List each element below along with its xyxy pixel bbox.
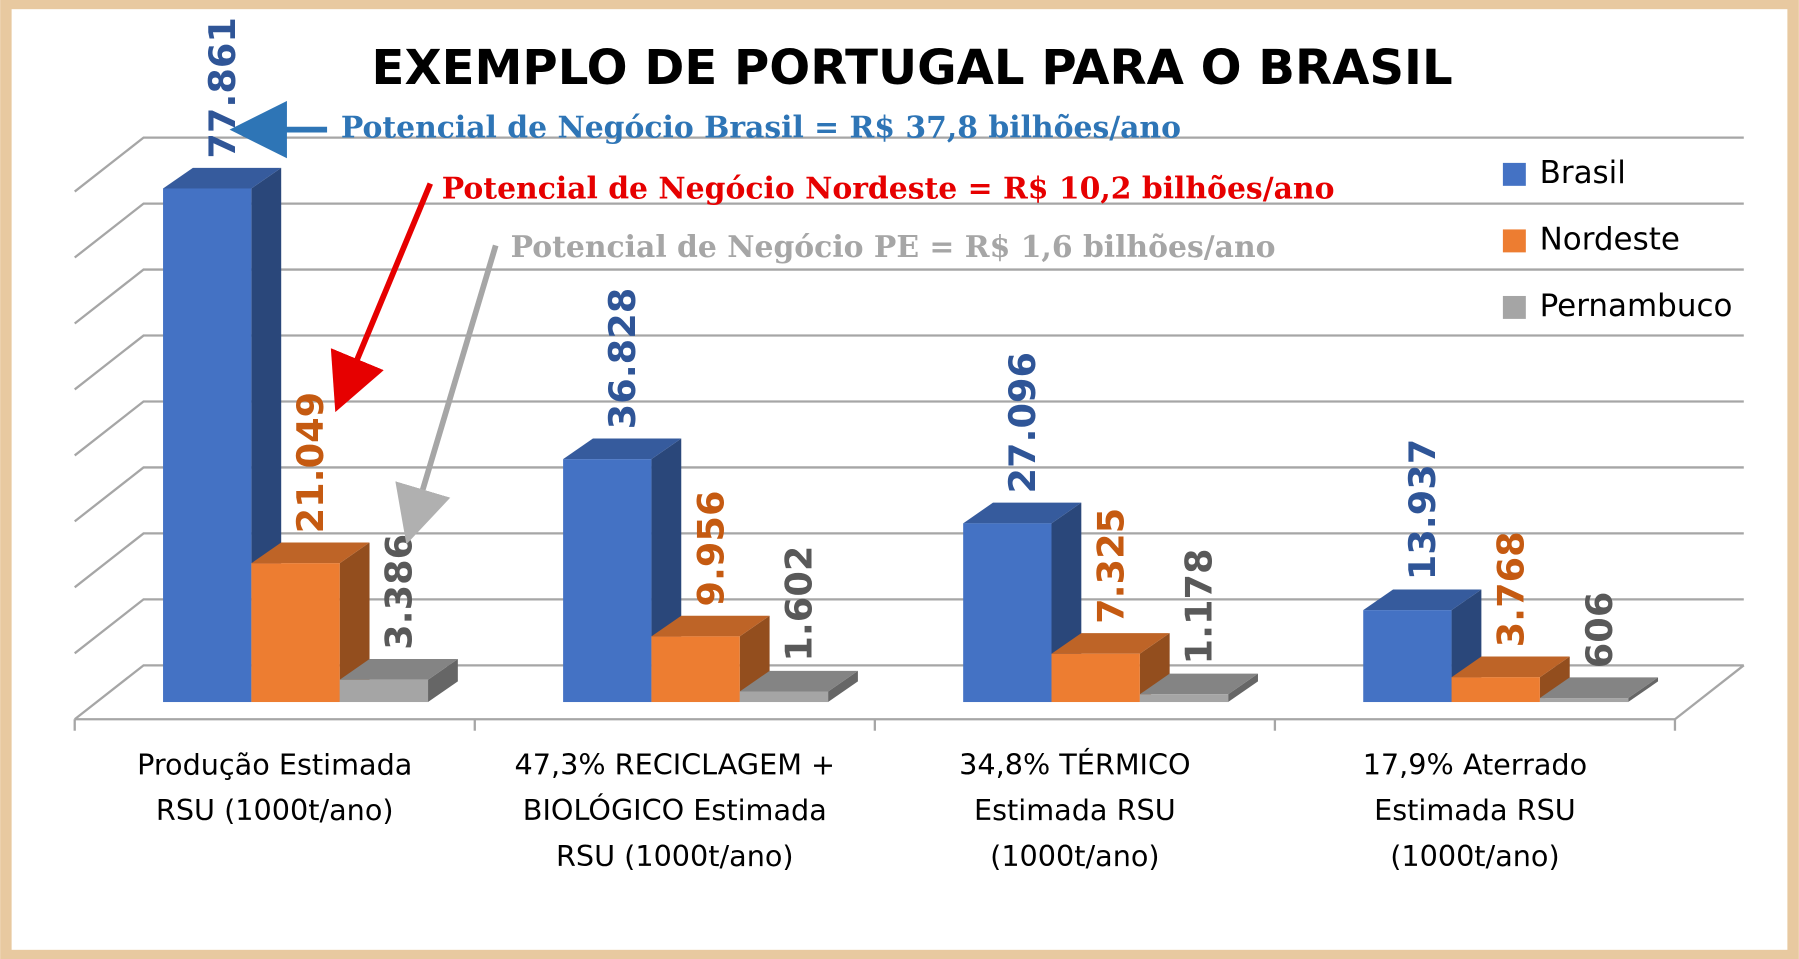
- data-label: 1.178: [1178, 548, 1221, 664]
- grid-line: [74, 202, 1744, 259]
- bar-top: [651, 615, 770, 637]
- bar-side: [428, 659, 458, 703]
- data-label: 7.325: [1089, 508, 1132, 624]
- bar-side: [828, 670, 858, 703]
- legend-label: Nordeste: [1540, 221, 1680, 257]
- bar: [339, 659, 458, 703]
- bar-side: [1539, 656, 1570, 703]
- legend-swatch: [1502, 162, 1526, 186]
- bar-top: [1139, 673, 1258, 695]
- legend-swatch: [1502, 229, 1526, 253]
- data-label: 9.956: [689, 491, 732, 607]
- bar-side: [1628, 677, 1659, 703]
- legend-swatch: [1502, 295, 1526, 319]
- bar-front: [163, 188, 252, 703]
- x-tick-label: Produção Estimada RSU (1000t/ano): [137, 747, 412, 827]
- bar-front: [1139, 694, 1229, 703]
- bar-top: [739, 670, 858, 692]
- bar: [1451, 656, 1570, 703]
- x-tick-label: 17,9% Aterrado Estimada RSU (1000t/ano): [1363, 747, 1587, 873]
- bar: [1539, 677, 1659, 703]
- bar-front: [963, 523, 1052, 703]
- annotation: Potencial de Negócio PE = R$ 1,6 bilhões…: [511, 230, 1276, 265]
- bar-top: [1539, 677, 1659, 699]
- chart-title: EXEMPLO DE PORTUGAL PARA O BRASIL: [372, 40, 1453, 96]
- bar-top: [563, 438, 682, 460]
- bar-top: [251, 542, 370, 564]
- data-label: 3.768: [1489, 531, 1532, 647]
- annotation-arrow: [330, 182, 433, 413]
- data-label: 3.386: [378, 534, 421, 650]
- bar-front: [251, 563, 340, 703]
- grid-line: [74, 334, 1744, 391]
- annotation: Potencial de Negócio Nordeste = R$ 10,2 …: [442, 171, 1335, 206]
- legend-label: Brasil: [1540, 155, 1626, 191]
- grid-line: [74, 136, 1744, 193]
- data-label: 606: [1578, 592, 1621, 669]
- bar-top: [963, 502, 1082, 524]
- bar-side: [1228, 673, 1258, 703]
- grid-line: [74, 268, 1744, 325]
- bar-front: [1451, 677, 1540, 703]
- grid-line: [74, 532, 1744, 589]
- bar-top: [339, 659, 458, 680]
- bar-top: [1363, 589, 1482, 611]
- bar-front: [1051, 653, 1140, 703]
- legend-label: Pernambuco: [1540, 288, 1733, 324]
- bar-front: [651, 636, 740, 703]
- bar-front: [1363, 610, 1452, 703]
- data-label: 27.096: [1001, 352, 1044, 494]
- bar-front: [739, 691, 829, 703]
- data-label: 36.828: [601, 288, 644, 430]
- bar-top: [1051, 633, 1170, 654]
- data-label: 77.861: [201, 17, 244, 159]
- annotation-arrow: [395, 244, 499, 545]
- plot-background: [11, 9, 1788, 950]
- bar: [739, 670, 858, 703]
- data-label: 21.049: [289, 392, 332, 534]
- bar: [1139, 673, 1258, 703]
- data-label: 13.937: [1401, 439, 1444, 581]
- annotation: Potencial de Negócio Brasil = R$ 37,8 bi…: [341, 111, 1181, 146]
- floor-edge: [1674, 664, 1745, 721]
- bar-top: [163, 167, 282, 189]
- bar: [651, 615, 770, 703]
- bar: [251, 542, 370, 703]
- grid-line: [74, 664, 1744, 721]
- grid-line: [74, 598, 1744, 655]
- bar-front: [339, 679, 429, 703]
- data-label: 1.602: [778, 546, 821, 662]
- bar-front: [563, 459, 652, 703]
- x-tick-label: 34,8% TÉRMICO Estimada RSU (1000t/ano): [959, 747, 1190, 873]
- grid-line: [74, 466, 1744, 523]
- grid-line: [74, 400, 1744, 457]
- bar-front: [1539, 698, 1629, 703]
- x-tick-label: 47,3% RECICLAGEM + BIOLÓGICO Estimada RSU …: [515, 747, 836, 873]
- bar-side: [339, 542, 370, 703]
- bar: [1051, 633, 1170, 703]
- bar-top: [1451, 656, 1570, 678]
